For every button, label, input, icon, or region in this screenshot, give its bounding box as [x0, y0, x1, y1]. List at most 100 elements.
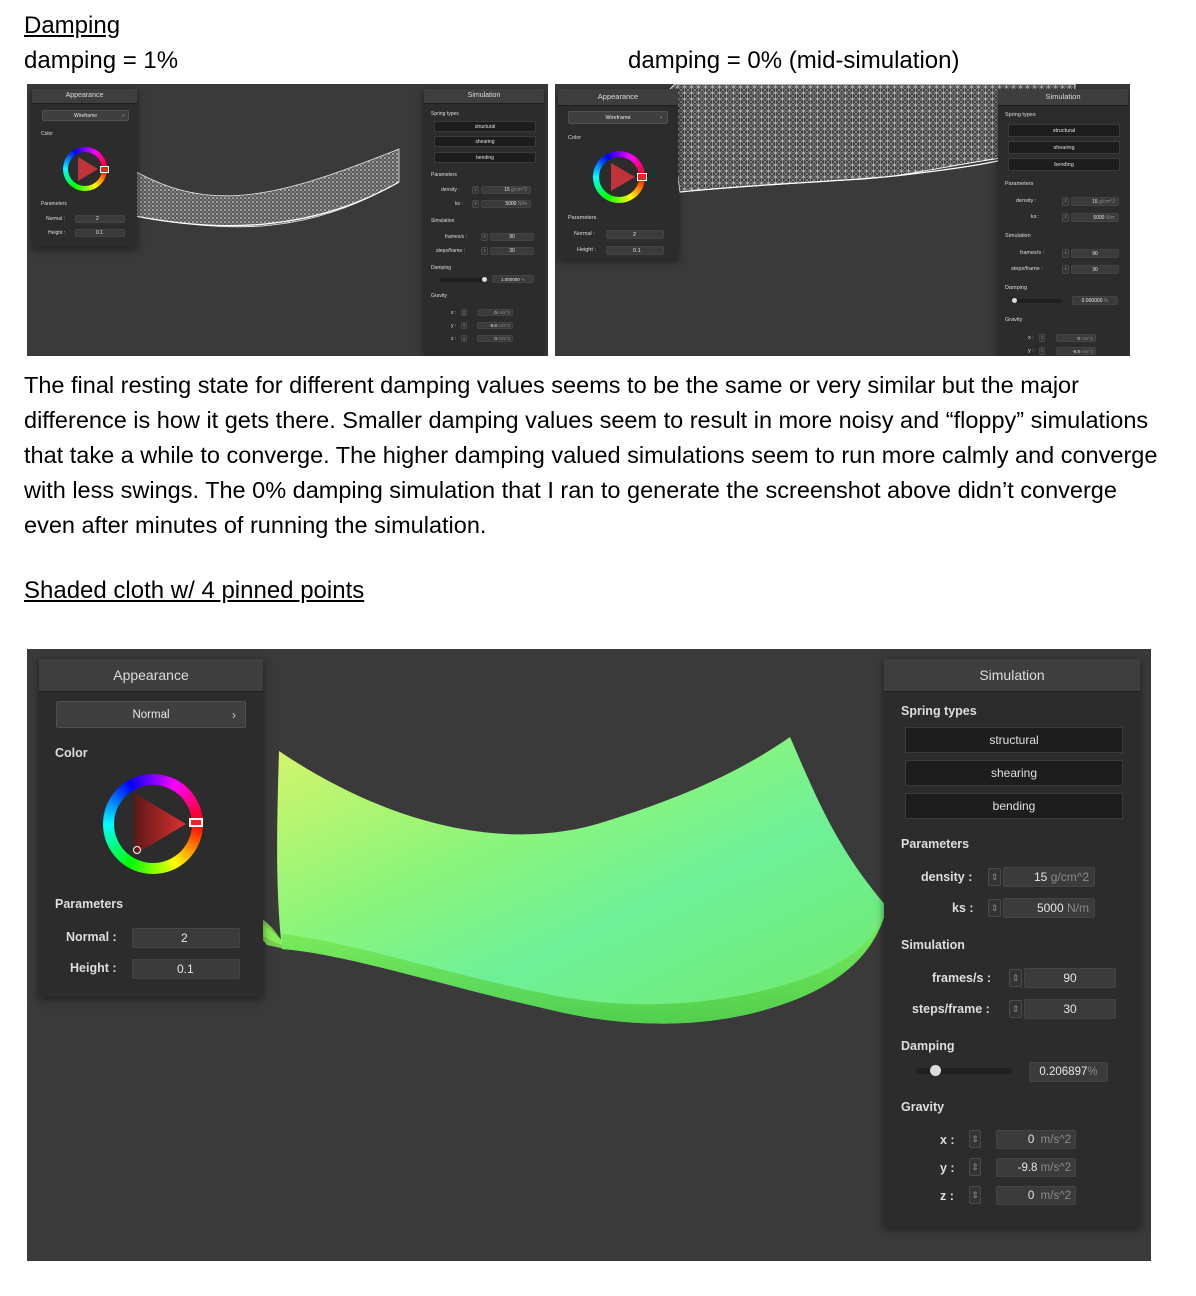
spinner-icon[interactable]: ⇕: [481, 247, 488, 255]
normal-input[interactable]: 2: [75, 215, 125, 223]
gravity-x-label: x :: [451, 310, 457, 316]
damping-slider[interactable]: [1012, 299, 1062, 303]
density-input[interactable]: 15 g/cm^2: [1071, 197, 1119, 206]
ks-input[interactable]: 5000 N/m: [1071, 213, 1119, 222]
spinner-icon[interactable]: ⇕: [988, 899, 1001, 917]
structural-button[interactable]: structural: [905, 727, 1123, 753]
spinner-icon[interactable]: ⇕: [1009, 1000, 1022, 1018]
gravity-z-input[interactable]: 0 m/s^2: [477, 335, 513, 342]
fps-label: frames/s :: [932, 971, 992, 985]
spinner-icon[interactable]: ⇕: [969, 1158, 981, 1176]
spinner-icon[interactable]: ⇕: [472, 186, 479, 194]
ks-input[interactable]: 5000 N/m: [481, 200, 531, 208]
bending-button[interactable]: bending: [1008, 158, 1120, 171]
shearing-button[interactable]: shearing: [905, 760, 1123, 786]
parameters-label: Parameters: [901, 837, 970, 851]
shearing-button[interactable]: shearing: [434, 136, 536, 147]
spinner-icon[interactable]: ⇕: [461, 335, 467, 342]
spinner-icon[interactable]: ⇕: [481, 233, 488, 241]
gravity-x-input[interactable]: 0 m/s^2: [477, 309, 513, 316]
normal-input[interactable]: 2: [606, 230, 664, 239]
color-triangle[interactable]: [114, 785, 192, 863]
gravity-z-input[interactable]: 0 m/s^2: [996, 1186, 1076, 1205]
hue-marker[interactable]: [100, 166, 109, 173]
dropdown-value: Wireframe: [73, 113, 98, 119]
damping-input[interactable]: 0.000000 %: [1072, 296, 1118, 305]
shading-dropdown[interactable]: Wireframe ›: [568, 111, 668, 124]
color-wheel[interactable]: [103, 774, 203, 874]
ks-input[interactable]: 5000 N/m: [1003, 898, 1095, 918]
spinner-icon[interactable]: ⇕: [988, 868, 1001, 886]
panel-title: Simulation: [424, 89, 544, 104]
spinner-icon[interactable]: ⇕: [1039, 347, 1045, 355]
steps-per-frame-input[interactable]: 30: [490, 247, 534, 255]
gravity-x-input[interactable]: 0 m/s^2: [996, 1130, 1076, 1149]
spinner-icon[interactable]: ⇕: [1062, 197, 1069, 206]
density-label: density :: [441, 187, 460, 193]
damping-label: Damping: [431, 265, 452, 271]
spinner-icon[interactable]: ⇕: [1009, 969, 1022, 987]
color-triangle[interactable]: [68, 152, 102, 186]
color-wheel[interactable]: [63, 147, 109, 191]
structural-button[interactable]: structural: [1008, 124, 1120, 137]
spinner-icon[interactable]: ⇕: [1062, 249, 1069, 258]
fps-input[interactable]: 90: [1024, 968, 1116, 988]
height-input[interactable]: 0.1: [606, 246, 664, 255]
spinner-icon[interactable]: ⇕: [461, 309, 467, 316]
spinner-icon[interactable]: ⇕: [969, 1130, 981, 1148]
spinner-icon[interactable]: ⇕: [1062, 265, 1069, 274]
hue-marker[interactable]: [637, 173, 647, 181]
hue-marker[interactable]: [189, 818, 203, 827]
spring-types-label: Spring types: [1005, 112, 1036, 118]
ks-label: ks :: [1031, 214, 1040, 220]
shading-dropdown[interactable]: Normal ›: [56, 701, 246, 728]
color-picker-handle[interactable]: [133, 846, 141, 854]
color-label: Color: [568, 135, 582, 141]
gravity-y-input[interactable]: -9.8 m/s^2: [1056, 347, 1096, 355]
height-input[interactable]: 0.1: [132, 959, 240, 979]
spinner-icon[interactable]: ⇕: [969, 1186, 981, 1204]
damping-input[interactable]: 0.206897%: [1029, 1062, 1108, 1082]
gravity-x-input[interactable]: 0 m/s^2: [1056, 334, 1096, 342]
density-label: density :: [1016, 198, 1037, 204]
gravity-label: Gravity: [431, 293, 447, 299]
damping-input[interactable]: 1.000000 %: [492, 275, 534, 283]
parameters-label: Parameters: [568, 215, 597, 221]
ks-label: ks :: [455, 201, 463, 207]
spinner-icon[interactable]: ⇕: [461, 322, 467, 329]
damping-slider-handle[interactable]: [1012, 298, 1017, 303]
steps-per-frame-input[interactable]: 30: [1071, 265, 1119, 274]
density-input[interactable]: 15 g/cm^2: [1003, 867, 1095, 887]
color-triangle[interactable]: [599, 157, 639, 197]
normal-input[interactable]: 2: [132, 928, 240, 948]
fps-input[interactable]: 90: [490, 233, 534, 241]
height-input[interactable]: 0.1: [75, 229, 125, 237]
parameters-label: Parameters: [431, 172, 457, 178]
density-input[interactable]: 15 g/cm^2: [481, 186, 531, 194]
gravity-y-input[interactable]: -9.8 m/s^2: [996, 1158, 1076, 1177]
spinner-icon[interactable]: ⇕: [472, 200, 479, 208]
structural-button[interactable]: structural: [434, 121, 536, 132]
steps-per-frame-input[interactable]: 30: [1024, 999, 1116, 1019]
caption-damping-0: damping = 0% (mid-simulation): [628, 47, 960, 74]
spinner-icon[interactable]: ⇕: [1062, 213, 1069, 222]
damping-slider-handle[interactable]: [930, 1065, 941, 1076]
shearing-button[interactable]: shearing: [1008, 141, 1120, 154]
damping-slider-handle[interactable]: [482, 277, 487, 282]
spinner-icon[interactable]: ⇕: [1039, 334, 1045, 342]
bending-button[interactable]: bending: [905, 793, 1123, 819]
panel-title: Appearance: [39, 659, 263, 692]
fps-input[interactable]: 90: [1071, 249, 1119, 258]
panel-title: Simulation: [884, 659, 1140, 692]
gravity-y-input[interactable]: -9.8 m/s^2: [477, 322, 513, 329]
bending-button[interactable]: bending: [434, 152, 536, 163]
gravity-z-label: z :: [940, 1189, 954, 1203]
parameters-label: Parameters: [41, 201, 67, 207]
color-label: Color: [55, 746, 88, 760]
screenshot-shaded-cloth: Appearance Normal › Color Parameters Nor…: [27, 649, 1151, 1261]
damping-slider[interactable]: [439, 278, 487, 282]
color-wheel[interactable]: [593, 151, 647, 203]
fps-label: frames/s :: [1020, 250, 1045, 256]
shading-dropdown[interactable]: Wireframe ›: [42, 110, 129, 121]
damping-slider[interactable]: [916, 1068, 1012, 1074]
